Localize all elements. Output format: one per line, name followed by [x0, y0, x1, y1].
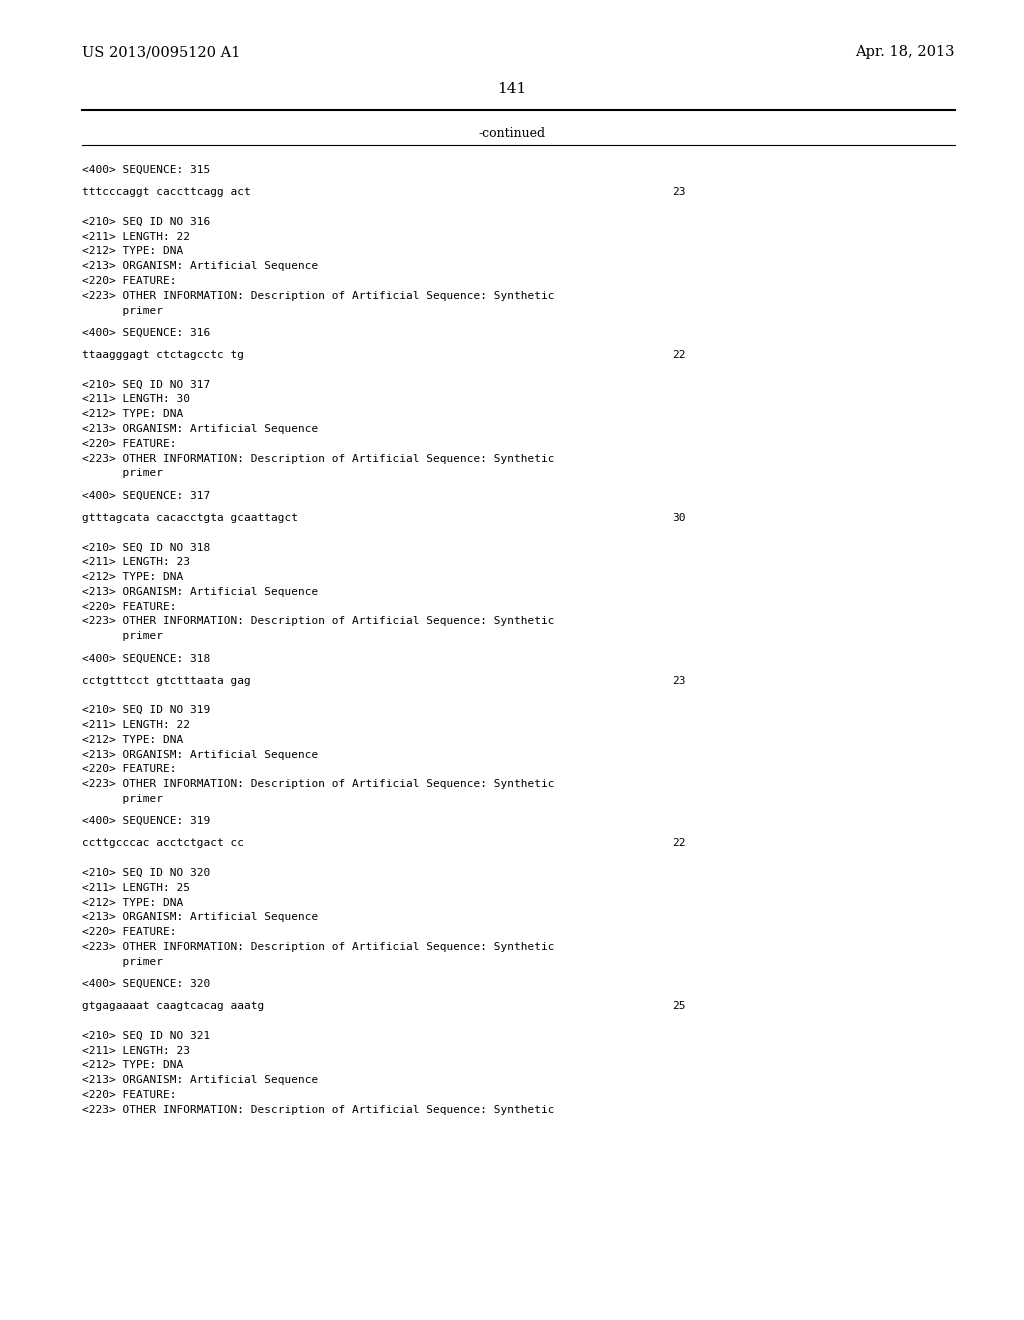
Text: <400> SEQUENCE: 315: <400> SEQUENCE: 315	[82, 165, 210, 176]
Text: <220> FEATURE:: <220> FEATURE:	[82, 602, 176, 611]
Text: <210> SEQ ID NO 320: <210> SEQ ID NO 320	[82, 869, 210, 878]
Text: <212> TYPE: DNA: <212> TYPE: DNA	[82, 572, 183, 582]
Text: <400> SEQUENCE: 316: <400> SEQUENCE: 316	[82, 327, 210, 338]
Text: 30: 30	[672, 512, 685, 523]
Text: <210> SEQ ID NO 317: <210> SEQ ID NO 317	[82, 380, 210, 389]
Text: <213> ORGANISM: Artificial Sequence: <213> ORGANISM: Artificial Sequence	[82, 587, 318, 597]
Text: 141: 141	[498, 82, 526, 96]
Text: <211> LENGTH: 23: <211> LENGTH: 23	[82, 557, 190, 568]
Text: ttaagggagt ctctagcctc tg: ttaagggagt ctctagcctc tg	[82, 350, 244, 360]
Text: primer: primer	[82, 306, 163, 315]
Text: <220> FEATURE:: <220> FEATURE:	[82, 438, 176, 449]
Text: <212> TYPE: DNA: <212> TYPE: DNA	[82, 735, 183, 744]
Text: primer: primer	[82, 631, 163, 642]
Text: primer: primer	[82, 795, 163, 804]
Text: <223> OTHER INFORMATION: Description of Artificial Sequence: Synthetic: <223> OTHER INFORMATION: Description of …	[82, 616, 555, 627]
Text: <211> LENGTH: 23: <211> LENGTH: 23	[82, 1045, 190, 1056]
Text: <213> ORGANISM: Artificial Sequence: <213> ORGANISM: Artificial Sequence	[82, 261, 318, 271]
Text: <400> SEQUENCE: 317: <400> SEQUENCE: 317	[82, 491, 210, 500]
Text: <212> TYPE: DNA: <212> TYPE: DNA	[82, 409, 183, 420]
Text: <223> OTHER INFORMATION: Description of Artificial Sequence: Synthetic: <223> OTHER INFORMATION: Description of …	[82, 290, 555, 301]
Text: <210> SEQ ID NO 321: <210> SEQ ID NO 321	[82, 1031, 210, 1040]
Text: <223> OTHER INFORMATION: Description of Artificial Sequence: Synthetic: <223> OTHER INFORMATION: Description of …	[82, 454, 555, 463]
Text: <212> TYPE: DNA: <212> TYPE: DNA	[82, 247, 183, 256]
Text: <213> ORGANISM: Artificial Sequence: <213> ORGANISM: Artificial Sequence	[82, 750, 318, 759]
Text: 22: 22	[672, 838, 685, 849]
Text: <223> OTHER INFORMATION: Description of Artificial Sequence: Synthetic: <223> OTHER INFORMATION: Description of …	[82, 942, 555, 952]
Text: cctgtttcct gtctttaata gag: cctgtttcct gtctttaata gag	[82, 676, 251, 685]
Text: gtttagcata cacacctgta gcaattagct: gtttagcata cacacctgta gcaattagct	[82, 512, 298, 523]
Text: <213> ORGANISM: Artificial Sequence: <213> ORGANISM: Artificial Sequence	[82, 424, 318, 434]
Text: US 2013/0095120 A1: US 2013/0095120 A1	[82, 45, 241, 59]
Text: gtgagaaaat caagtcacag aaatg: gtgagaaaat caagtcacag aaatg	[82, 1001, 264, 1011]
Text: 22: 22	[672, 350, 685, 360]
Text: <211> LENGTH: 25: <211> LENGTH: 25	[82, 883, 190, 892]
Text: <211> LENGTH: 22: <211> LENGTH: 22	[82, 231, 190, 242]
Text: tttcccaggt caccttcagg act: tttcccaggt caccttcagg act	[82, 187, 251, 197]
Text: 23: 23	[672, 676, 685, 685]
Text: <210> SEQ ID NO 316: <210> SEQ ID NO 316	[82, 216, 210, 227]
Text: <223> OTHER INFORMATION: Description of Artificial Sequence: Synthetic: <223> OTHER INFORMATION: Description of …	[82, 1105, 555, 1115]
Text: <213> ORGANISM: Artificial Sequence: <213> ORGANISM: Artificial Sequence	[82, 912, 318, 923]
Text: 23: 23	[672, 187, 685, 197]
Text: <220> FEATURE:: <220> FEATURE:	[82, 927, 176, 937]
Text: <210> SEQ ID NO 319: <210> SEQ ID NO 319	[82, 705, 210, 715]
Text: <210> SEQ ID NO 318: <210> SEQ ID NO 318	[82, 543, 210, 552]
Text: <212> TYPE: DNA: <212> TYPE: DNA	[82, 1060, 183, 1071]
Text: ccttgcccac acctctgact cc: ccttgcccac acctctgact cc	[82, 838, 244, 849]
Text: Apr. 18, 2013: Apr. 18, 2013	[855, 45, 955, 59]
Text: <220> FEATURE:: <220> FEATURE:	[82, 1090, 176, 1100]
Text: primer: primer	[82, 469, 163, 478]
Text: <213> ORGANISM: Artificial Sequence: <213> ORGANISM: Artificial Sequence	[82, 1076, 318, 1085]
Text: primer: primer	[82, 957, 163, 966]
Text: <400> SEQUENCE: 319: <400> SEQUENCE: 319	[82, 816, 210, 826]
Text: -continued: -continued	[478, 127, 546, 140]
Text: <223> OTHER INFORMATION: Description of Artificial Sequence: Synthetic: <223> OTHER INFORMATION: Description of …	[82, 779, 555, 789]
Text: <400> SEQUENCE: 318: <400> SEQUENCE: 318	[82, 653, 210, 664]
Text: <211> LENGTH: 22: <211> LENGTH: 22	[82, 719, 190, 730]
Text: 25: 25	[672, 1001, 685, 1011]
Text: <220> FEATURE:: <220> FEATURE:	[82, 764, 176, 775]
Text: <400> SEQUENCE: 320: <400> SEQUENCE: 320	[82, 979, 210, 989]
Text: <212> TYPE: DNA: <212> TYPE: DNA	[82, 898, 183, 908]
Text: <211> LENGTH: 30: <211> LENGTH: 30	[82, 395, 190, 404]
Text: <220> FEATURE:: <220> FEATURE:	[82, 276, 176, 286]
